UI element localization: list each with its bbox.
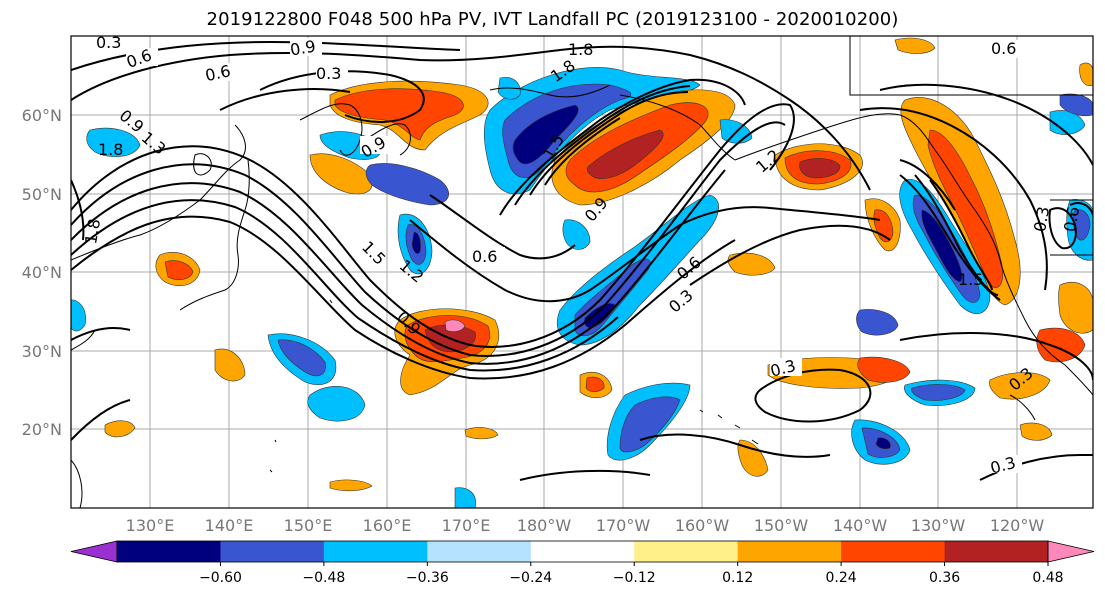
coastlines	[71, 36, 1093, 508]
lon-label: 160°W	[675, 516, 730, 535]
contour-label: 0.3	[96, 33, 121, 52]
colorbar-segment	[427, 541, 532, 562]
lon-label: 130°W	[911, 516, 966, 535]
colorbar-segment	[220, 541, 325, 562]
contour-label: 1.8	[81, 217, 104, 245]
lat-label: 40°N	[22, 263, 62, 282]
colorbar-segment	[944, 541, 1049, 562]
colorbar	[70, 540, 1095, 563]
colorbar-outline	[116, 540, 1049, 563]
colorbar-segment	[841, 541, 946, 562]
contour-label: 0.3	[1030, 205, 1053, 233]
shaded-anomalies	[71, 37, 1093, 508]
colorbar-tick-label: 0.24	[826, 570, 857, 586]
colorbar-segment	[737, 541, 842, 562]
lon-label: 170°E	[442, 516, 491, 535]
colorbar-under-triangle	[70, 540, 118, 563]
contour-label: 0.3	[316, 64, 341, 83]
lat-label: 50°N	[22, 185, 62, 204]
contour-label: 0.6	[1060, 205, 1083, 233]
contour-label: 0.6	[991, 39, 1016, 58]
lon-label: 140°E	[205, 516, 254, 535]
contour-label: 0.9	[289, 36, 317, 59]
colorbar-tick-label: −0.36	[406, 570, 449, 586]
colorbar-segment	[634, 541, 739, 562]
lon-label: 150°E	[284, 516, 333, 535]
contour-label: 1.8	[98, 140, 123, 159]
colorbar-segment	[117, 541, 221, 562]
colorbar-tick-label: −0.48	[302, 570, 345, 586]
longitude-labels: 130°E 140°E 150°E 160°E 170°E 180°W 170°…	[126, 516, 1045, 535]
pv-contours	[71, 40, 1093, 481]
colorbar-segment	[323, 541, 428, 562]
lon-label: 120°W	[990, 516, 1045, 535]
contour-label: 0.6	[203, 61, 232, 85]
colorbar-tick-label: −0.12	[613, 570, 656, 586]
colorbar-tick-label: 0.12	[722, 570, 753, 586]
lat-label: 30°N	[22, 342, 62, 361]
latitude-labels: 60°N 50°N 40°N 30°N 20°N	[22, 106, 62, 439]
lon-label: 130°E	[126, 516, 175, 535]
contour-label: 1.5	[958, 270, 983, 289]
lon-label: 140°W	[833, 516, 888, 535]
colorbar-tick-label: −0.60	[199, 570, 242, 586]
lat-label: 20°N	[22, 420, 62, 439]
colorbar-tick-label: 0.36	[929, 570, 960, 586]
colorbar-over-triangle	[1047, 540, 1095, 563]
lon-label: 170°W	[596, 516, 651, 535]
map-frame	[70, 35, 1094, 509]
colorbar-segment	[530, 541, 635, 562]
colorbar-tick-labels: −0.60 −0.48 −0.36 −0.24 −0.12 0.12 0.24 0.36 0.4…	[199, 562, 1064, 586]
contour-label: 1.8	[568, 40, 593, 59]
colorbar-tick-label: 0.48	[1032, 570, 1063, 586]
figure-title: 2019122800 F048 500 hPa PV, IVT Landfall…	[206, 9, 899, 30]
lon-label: 160°E	[363, 516, 412, 535]
lon-label: 180°W	[517, 516, 572, 535]
contour-label: 0.6	[472, 247, 497, 266]
lon-label: 150°W	[754, 516, 809, 535]
lat-label: 60°N	[22, 106, 62, 125]
colorbar-tick-label: −0.24	[509, 570, 552, 586]
